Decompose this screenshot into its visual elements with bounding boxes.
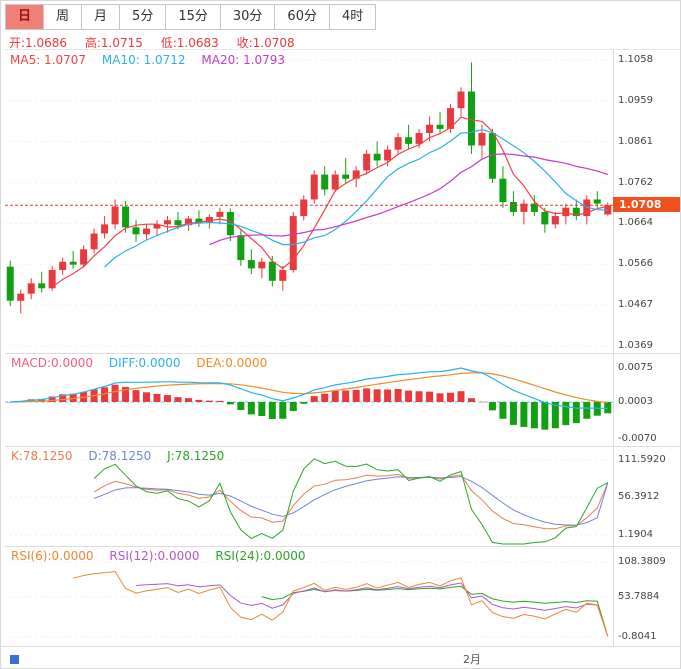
rsi-axis-label: 53.7884 [618, 591, 660, 602]
price-axis-label: 1.0467 [618, 299, 653, 311]
price-axis-label: 1.1058 [618, 54, 653, 65]
macd-axis-label: 0.0075 [618, 362, 653, 373]
macd-axis-label: -0.0070 [618, 433, 657, 444]
logo-mark [10, 655, 19, 664]
kdj-axis-label: 111.5920 [618, 454, 666, 465]
macd-value: MACD:0.0000 [11, 356, 94, 370]
price-axis-label: 1.0566 [618, 258, 653, 270]
rsi6-value: RSI(6):0.0000 [11, 549, 94, 563]
candlestick-chart[interactable] [5, 50, 613, 354]
tab-5min[interactable]: 5分 [120, 5, 167, 29]
kdj-panel[interactable]: K:78.1250 D:78.1250 J:78.1250 [5, 446, 613, 546]
j-value: J:78.1250 [167, 449, 225, 463]
main-candlestick-panel[interactable]: MA5: 1.0707 MA10: 1.0712 MA20: 1.0793 [5, 49, 613, 353]
macd-panel[interactable]: MACD:0.0000 DIFF:0.0000 DEA:0.0000 [5, 353, 613, 446]
price-axis-label: 1.0861 [618, 135, 653, 147]
kdj-axis-label: 1.1904 [618, 529, 653, 540]
ohlc-low: 低:1.0683 [160, 36, 219, 50]
diff-value: DIFF:0.0000 [108, 356, 181, 370]
rsi-panel[interactable]: RSI(6):0.0000 RSI(12):0.0000 RSI(24):0.0… [5, 546, 613, 646]
ma-legend: MA5: 1.0707 MA10: 1.0712 MA20: 1.0793 [10, 53, 297, 67]
timeframe-tabs: 日周月 5分 15分 30分 60分 4时 [5, 4, 377, 30]
dea-value: DEA:0.0000 [196, 356, 268, 370]
kdj-axis-label: 56.3912 [618, 491, 660, 502]
tab-day[interactable]: 日 [6, 5, 45, 29]
rsi-header: RSI(6):0.0000 RSI(12):0.0000 RSI(24):0.0… [11, 549, 318, 563]
kdj-header: K:78.1250 D:78.1250 J:78.1250 [11, 449, 236, 463]
tab-week[interactable]: 周 [44, 5, 83, 29]
tab-4hour[interactable]: 4时 [341, 9, 364, 24]
price-axis-label: 1.0369 [618, 340, 653, 351]
d-value: D:78.1250 [88, 449, 152, 463]
rsi-axis-label: 108.3809 [618, 556, 666, 567]
rsi-axis: 108.3809 53.7884 -0.8041 [613, 546, 680, 646]
x-axis-month-label: 2月 [463, 653, 481, 666]
rsi12-value: RSI(12):0.0000 [109, 549, 200, 563]
ma10-value: MA10: 1.0712 [101, 53, 186, 67]
time-axis-strip: 2月 [1, 646, 680, 668]
ma20-value: MA20: 1.0793 [201, 53, 286, 67]
macd-axis-label: 0.0003 [618, 396, 653, 407]
price-axis-label: 1.0664 [618, 217, 653, 229]
ohlc-open: 开:1.0686 [9, 36, 68, 50]
macd-axis: 0.0075 0.0003 -0.0070 [613, 353, 680, 446]
kdj-axis: 111.5920 56.3912 1.1904 [613, 446, 680, 546]
kdj-chart[interactable] [5, 447, 613, 547]
ohlc-row: 开:1.0686 高:1.0715 低:1.0683 收:1.0708 [9, 34, 309, 51]
price-axis-label: 1.0762 [618, 176, 653, 188]
macd-header: MACD:0.0000 DIFF:0.0000 DEA:0.0000 [11, 356, 279, 370]
tab-60min[interactable]: 60分 [275, 5, 330, 29]
tab-15min[interactable]: 15分 [166, 5, 221, 29]
rsi-axis-label: -0.8041 [618, 631, 657, 642]
macd-chart[interactable] [5, 354, 613, 447]
k-value: K:78.1250 [11, 449, 73, 463]
rsi24-value: RSI(24):0.0000 [215, 549, 306, 563]
tab-30min[interactable]: 30分 [221, 5, 276, 29]
rsi-chart[interactable] [5, 547, 613, 647]
price-axis-label: 1.0959 [618, 94, 653, 106]
ma5-value: MA5: 1.0707 [10, 53, 87, 67]
ohlc-close: 收:1.0708 [236, 36, 295, 50]
current-price-badge: 1.0708 [613, 197, 680, 212]
tab-month[interactable]: 月 [82, 5, 121, 29]
ohlc-high: 高:1.0715 [84, 36, 143, 50]
